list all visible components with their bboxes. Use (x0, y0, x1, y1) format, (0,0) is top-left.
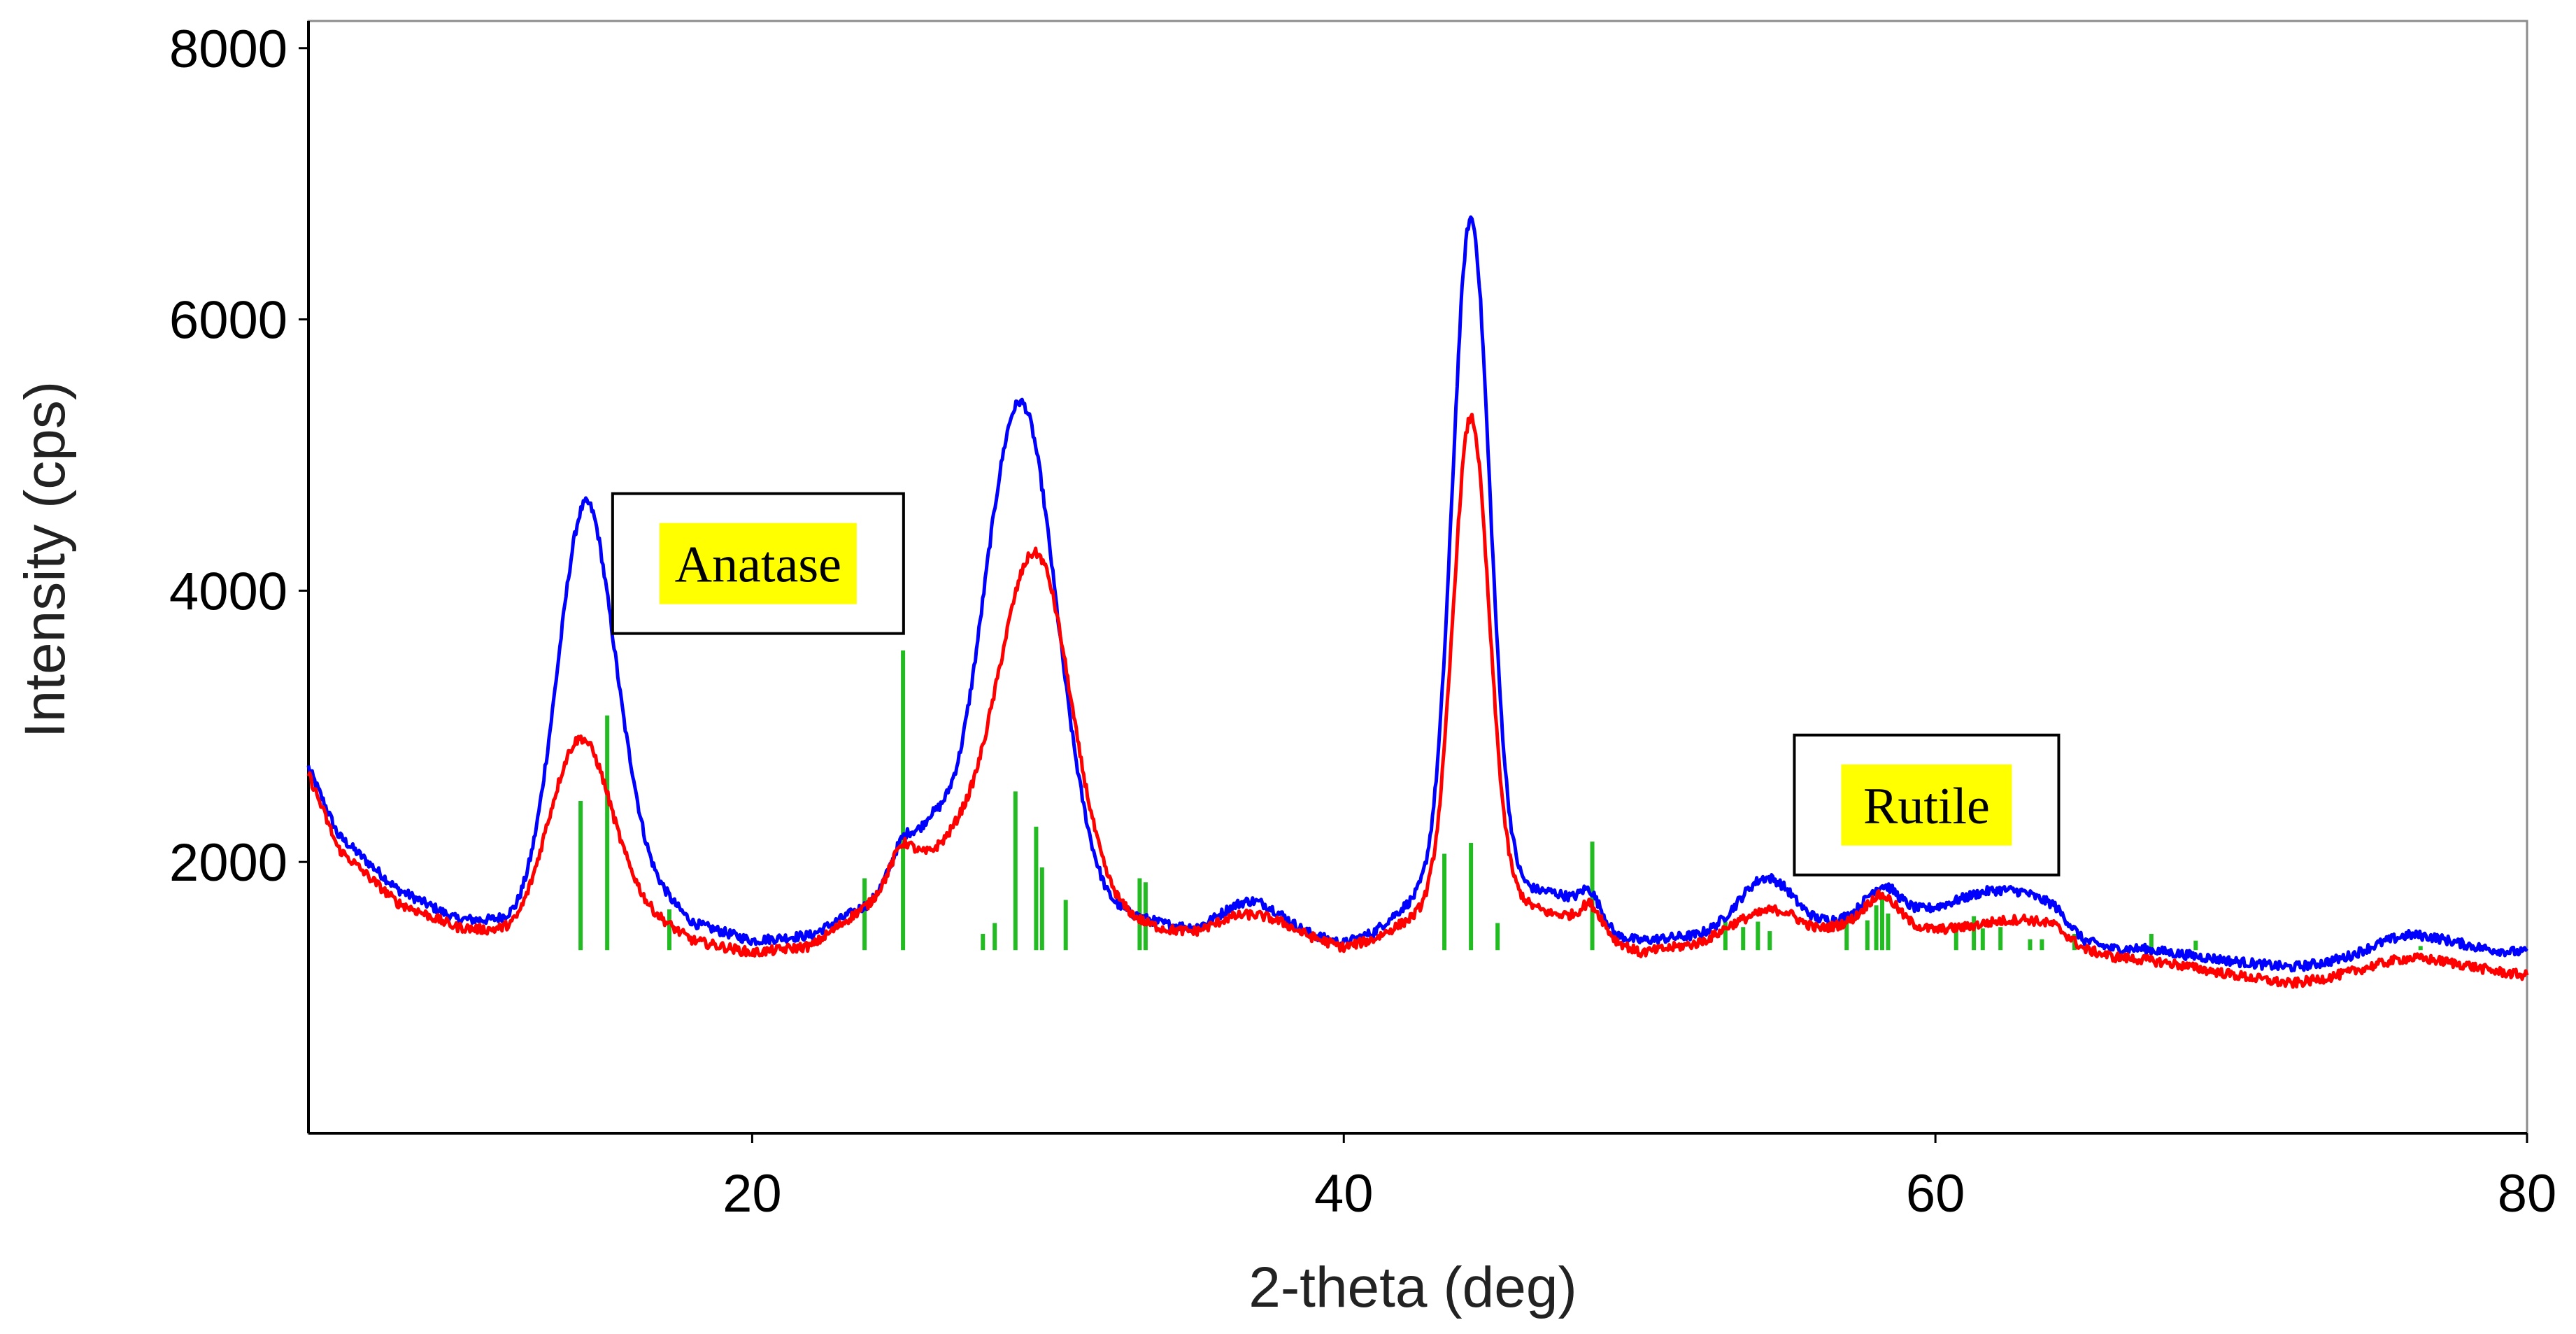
annotation-highlight (659, 523, 857, 604)
x-axis-title: 2-theta (deg) (1248, 1256, 1577, 1319)
y-tick-label: 8000 (169, 20, 287, 79)
y-tick-label: 6000 (169, 291, 287, 350)
y-tick-label: 2000 (169, 833, 287, 893)
series-red-line (306, 413, 2529, 989)
series-blue-line (306, 215, 2528, 973)
plot-frame (307, 20, 2528, 1135)
annotations: Anatase Rutile (611, 492, 2061, 877)
y-tick-label: 4000 (169, 562, 287, 621)
annotation-rutile: Rutile (1793, 733, 2061, 877)
annotation-label: Rutile (1863, 778, 1990, 835)
annotation-anatase: Anatase (611, 492, 905, 635)
data-series (306, 215, 2529, 989)
annotation-label: Anatase (675, 537, 841, 594)
x-tick-label: 80 (2498, 1164, 2557, 1223)
annotation-highlight (1841, 764, 2012, 846)
axis-ticks: 20 40 60 80 2000 4000 6000 8000 (169, 20, 2556, 1223)
x-tick-label: 40 (1314, 1164, 1374, 1223)
y-axis-title: Intensity (cps) (13, 381, 77, 738)
x-tick-label: 20 (723, 1164, 782, 1223)
x-tick-label: 60 (1906, 1164, 1965, 1223)
